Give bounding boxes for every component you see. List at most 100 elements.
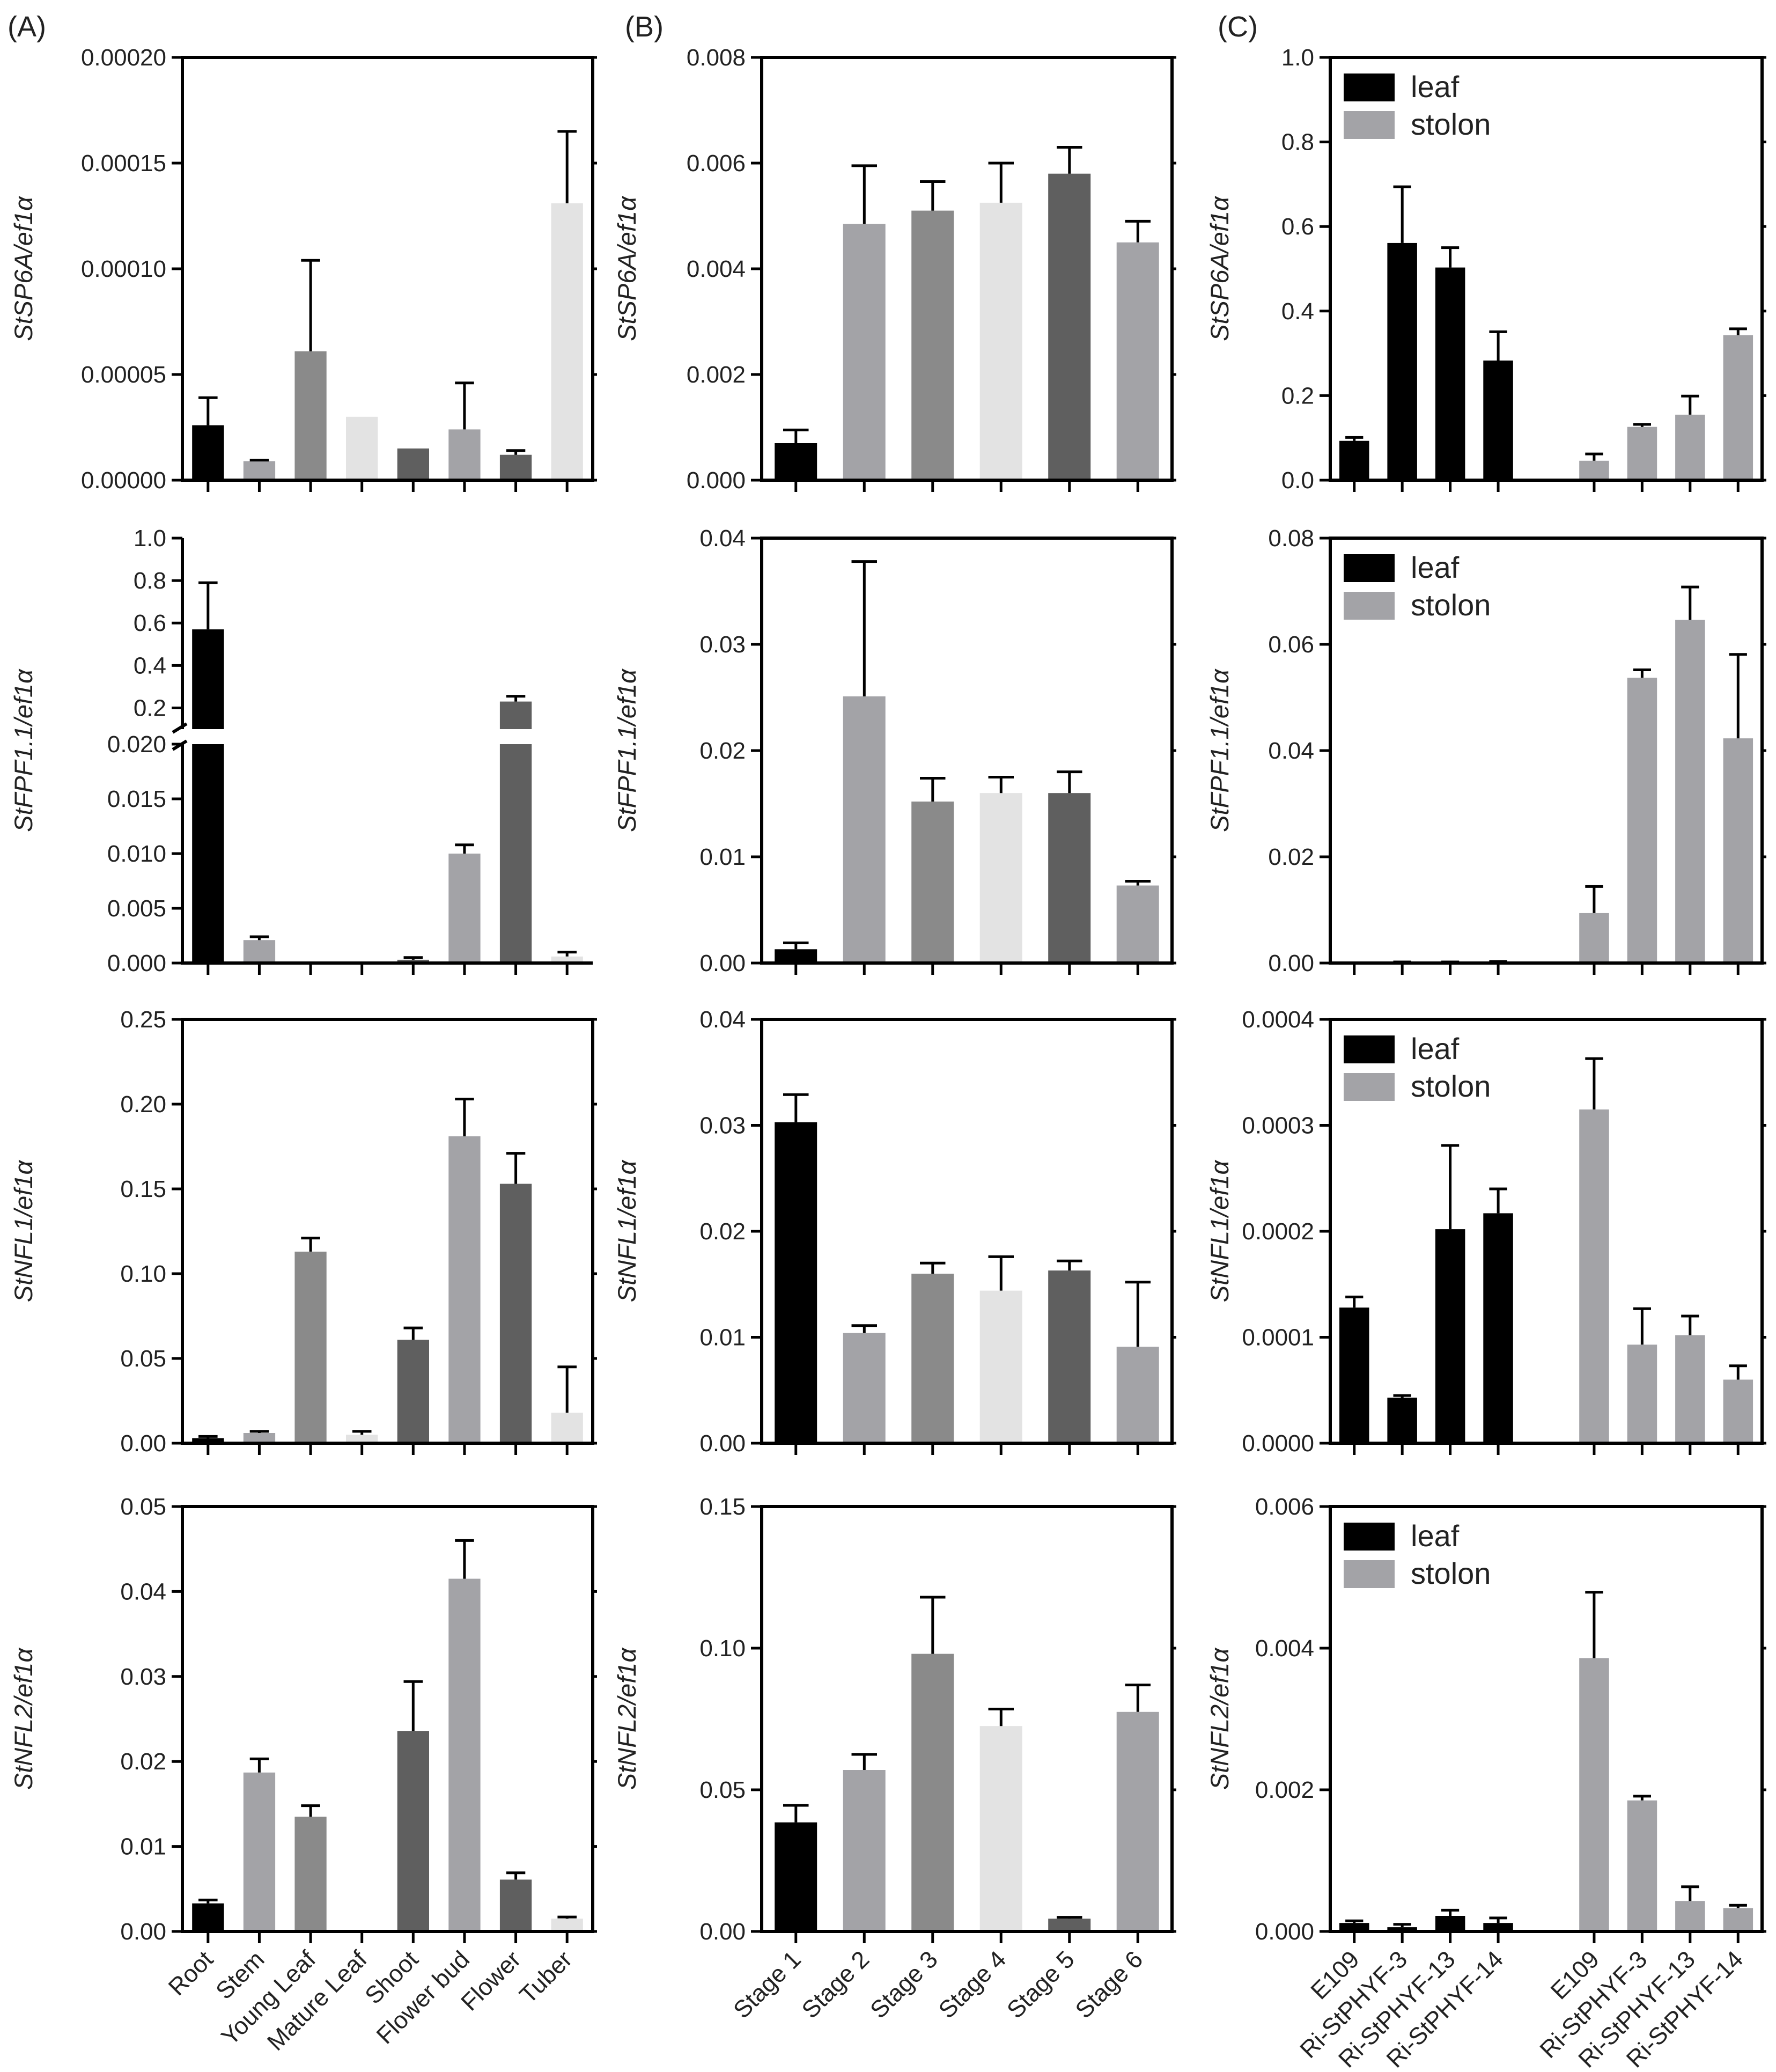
y-tick-label-A-nfl1: 0.25	[120, 1006, 166, 1033]
y-tick-label-C-nfl1: 0.0001	[1242, 1325, 1314, 1351]
charts-layer: 0.00000 0.00005 0.00010 0.00015 0.00020 StSP6…	[9, 45, 1766, 2072]
y-tick-label-B-nfl2: 0.00	[699, 1919, 746, 1945]
error-bar-A-nfl1-6	[506, 1152, 526, 1184]
legend-label-stolon: stolon	[1411, 107, 1491, 141]
bar-A-fpf1-1	[243, 940, 276, 963]
bar-C-fpf1-6	[1675, 620, 1705, 963]
chart-C-nfl2: 0.0000.0020.0040.006StNFL2/ef1αE109Ri-St…	[1205, 1494, 1766, 2072]
y-tick-label-A-fpf1: 0.8	[134, 568, 166, 594]
error-bar-C-sp6a-4	[1585, 452, 1603, 461]
y-tick-label-A-fpf1: 0.010	[107, 841, 166, 867]
bar-B-nfl1-3	[979, 1290, 1022, 1443]
bar-B-sp6a-4	[1048, 173, 1091, 480]
error-bar-B-fpf1-3	[988, 776, 1014, 793]
y-tick-label-B-sp6a: 0.002	[687, 362, 746, 388]
bar-C-fpf1-5	[1627, 678, 1657, 963]
bar-A-nfl1-2	[294, 1251, 327, 1443]
y-tick-label-B-nfl2: 0.05	[699, 1777, 746, 1803]
bar-A-nfl1-4	[397, 1340, 429, 1443]
y-tick-label-B-nfl2: 0.10	[699, 1635, 746, 1662]
frame-A-nfl1	[181, 1018, 594, 1445]
y-tick-label-A-sp6a: 0.00010	[81, 256, 166, 282]
y-axis-label-B-nfl1: StNFL1/ef1α	[613, 1160, 641, 1303]
bar-A-nfl2-7	[551, 1919, 583, 1931]
bar-B-nfl1-2	[911, 1274, 954, 1443]
bar-B-nfl1-1	[843, 1333, 886, 1443]
y-axis-label-C-fpf1: StFPF1.1/ef1α	[1205, 668, 1234, 832]
bar-C-nfl2-3	[1483, 1923, 1513, 1931]
y-tick-label-A-nfl1: 0.00	[120, 1430, 166, 1457]
bar-B-fpf1-2	[911, 802, 954, 963]
y-axis-label-B-sp6a: StSP6A/ef1α	[613, 196, 641, 341]
error-bar-B-sp6a-1	[851, 164, 877, 224]
category-label-B-nfl2-3: Stage 4	[933, 1945, 1012, 2024]
y-axis-label-C-nfl1: StNFL1/ef1α	[1205, 1160, 1234, 1303]
chart-C-nfl1: 0.0000 0.0001 0.0002 0.0003 0.0004 StNFL1/ef1…	[1205, 1006, 1766, 1457]
bar-B-sp6a-5	[1116, 242, 1159, 481]
error-bar-C-fpf1-5	[1633, 668, 1651, 678]
error-bar-A-fpf1-5	[455, 843, 474, 854]
bar-A-nfl1-1	[243, 1433, 276, 1443]
bar-B-fpf1-3	[979, 793, 1022, 963]
bar-B-nfl2-1	[843, 1770, 886, 1931]
bar-B-sp6a-0	[775, 443, 817, 480]
y-tick-label-B-fpf1: 0.02	[699, 738, 746, 764]
y-tick-label-C-sp6a: 0.0	[1281, 467, 1314, 494]
error-bar-C-nfl1-2	[1441, 1144, 1460, 1230]
error-bar-B-sp6a-3	[988, 161, 1014, 203]
legend-label-stolon: stolon	[1411, 1556, 1491, 1590]
chart-A-fpf1: 0.000 0.005 0.010 0.015 0.020 0.2 0.4 0.6 0.8 1.0…	[9, 525, 593, 976]
y-axis-label-A-sp6a: StSP6A/ef1α	[9, 196, 38, 341]
y-axis-label-C-sp6a: StSP6A/ef1α	[1205, 196, 1234, 341]
bar-C-nfl2-6	[1675, 1901, 1705, 1931]
y-tick-label-B-fpf1: 0.03	[699, 631, 746, 658]
error-bar-C-fpf1-4	[1585, 885, 1603, 913]
error-bar-A-sp6a-5	[455, 381, 474, 430]
error-bar-B-nfl2-3	[988, 1708, 1014, 1726]
bar-C-nfl1-1	[1387, 1398, 1417, 1443]
error-bar-C-nfl2-1	[1393, 1923, 1411, 1928]
y-tick-label-B-nfl1: 0.00	[699, 1430, 746, 1457]
error-bar-C-sp6a-0	[1345, 436, 1364, 441]
error-bar-B-nfl1-3	[988, 1255, 1014, 1291]
error-bar-B-sp6a-0	[783, 428, 809, 443]
error-bar-C-fpf1-6	[1681, 585, 1699, 620]
category-label-A-nfl2-7: Tuber	[514, 1945, 577, 2009]
chart-C-fpf1: 0.00 0.02 0.04 0.06 0.08 StFPF1.1/ef1α leaf sto…	[1205, 525, 1766, 976]
y-axis-label-B-fpf1: StFPF1.1/ef1α	[613, 668, 641, 832]
frame-A-nfl2	[181, 1505, 594, 1933]
y-tick-label-A-fpf1: 0.000	[107, 950, 166, 976]
y-tick-label-B-fpf1: 0.01	[699, 844, 746, 870]
frame-C-nfl2	[1329, 1505, 1764, 1933]
error-bar-C-nfl2-3	[1489, 1916, 1507, 1923]
error-bar-B-fpf1-4	[1057, 770, 1082, 793]
error-bar-A-nfl1-5	[455, 1098, 474, 1136]
bar-C-nfl1-0	[1339, 1307, 1369, 1443]
y-tick-label-C-nfl2: 0.006	[1255, 1494, 1314, 1520]
error-bar-B-nfl1-1	[851, 1324, 877, 1333]
legend-swatch-stolon	[1344, 1073, 1395, 1101]
bar-B-nfl2-4	[1048, 1919, 1091, 1931]
bar-C-sp6a-7	[1723, 335, 1753, 480]
y-axis-label-C-nfl2: StNFL2/ef1α	[1205, 1648, 1234, 1790]
error-bar-B-sp6a-4	[1057, 146, 1082, 174]
y-tick-label-B-nfl1: 0.04	[699, 1006, 746, 1033]
y-tick-label-C-nfl1: 0.0003	[1242, 1113, 1314, 1139]
error-bar-C-nfl1-7	[1729, 1364, 1747, 1380]
y-tick-label-A-sp6a: 0.00015	[81, 150, 166, 177]
y-tick-label-B-nfl2: 0.15	[699, 1494, 746, 1520]
bar-B-nfl1-0	[775, 1122, 817, 1443]
bar-A-nfl2-4	[397, 1731, 429, 1931]
error-bar-B-fpf1-1	[851, 560, 877, 696]
y-tick-label-C-sp6a: 1.0	[1281, 45, 1314, 71]
error-bar-A-nfl1-7	[557, 1365, 577, 1413]
error-bar-A-nfl2-4	[403, 1680, 423, 1731]
chart-A-sp6a: 0.00000 0.00005 0.00010 0.00015 0.00020 StSP6…	[9, 45, 597, 494]
bar-A-sp6a-6	[499, 454, 532, 480]
chart-B-nfl1: 0.00 0.01 0.02 0.03 0.04 StNFL1/ef1α	[613, 1006, 1176, 1457]
error-bar-A-nfl2-5	[455, 1539, 474, 1579]
bar-B-nfl1-4	[1048, 1270, 1091, 1443]
bar-A-sp6a-2	[294, 351, 327, 480]
